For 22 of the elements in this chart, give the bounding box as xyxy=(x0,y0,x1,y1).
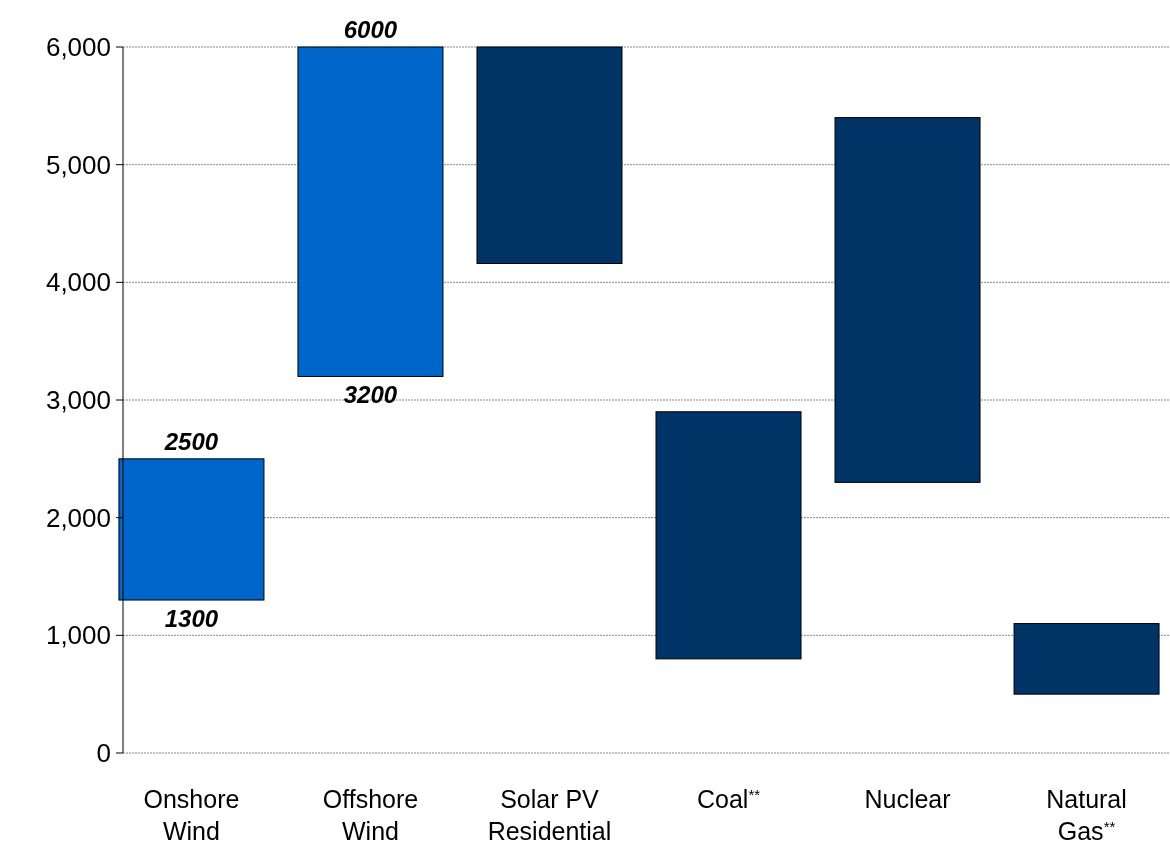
bar xyxy=(1013,623,1160,695)
annotation: 6000 xyxy=(343,16,398,43)
y-tick-label: 5,000 xyxy=(45,149,111,180)
bar xyxy=(834,117,981,483)
annotation: 3200 xyxy=(343,381,398,409)
x-tick-label: Solar PV Residential xyxy=(487,785,612,845)
y-tick-label: 6,000 xyxy=(45,32,111,63)
y-tick-label: 4,000 xyxy=(45,267,111,298)
y-tick-label: 2,000 xyxy=(45,502,111,533)
y-tick-label: 0 xyxy=(96,738,111,769)
annotation: 2500 xyxy=(163,427,219,455)
bar xyxy=(476,46,623,265)
x-tick-label: Natural Gas$^{**}$ xyxy=(1046,785,1127,845)
x-tick-label: Offshore Wind xyxy=(322,785,419,845)
x-tick-label: Coal$^{**}$ xyxy=(696,785,761,813)
bar xyxy=(655,411,802,660)
y-tick-label: 1,000 xyxy=(45,620,111,651)
y-tick-label: 3,000 xyxy=(45,385,111,416)
annotation: 1300 xyxy=(164,605,219,633)
bar xyxy=(297,46,444,377)
x-tick-label: Onshore Wind xyxy=(143,785,240,845)
x-tick-label: Nuclear xyxy=(864,785,951,813)
